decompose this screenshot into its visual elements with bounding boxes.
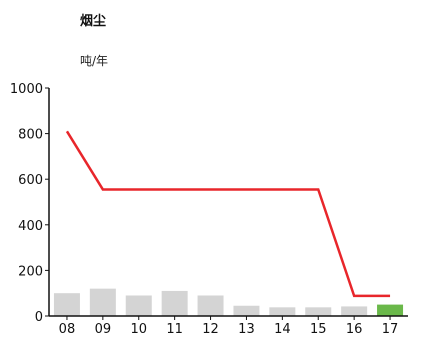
x-tick-label: 12 bbox=[202, 322, 219, 337]
bar-17 bbox=[377, 304, 404, 316]
bar-15 bbox=[305, 307, 332, 316]
line-group bbox=[65, 130, 391, 298]
bar-13 bbox=[233, 305, 260, 316]
x-tick-label: 17 bbox=[382, 322, 399, 337]
bar-12 bbox=[197, 295, 224, 316]
bar-08 bbox=[53, 293, 80, 316]
y-tick-label: 800 bbox=[18, 128, 43, 143]
x-tick-label: 08 bbox=[59, 322, 76, 337]
x-tick-label: 15 bbox=[310, 322, 327, 337]
bars-group bbox=[53, 288, 404, 316]
x-tick-label: 13 bbox=[238, 322, 255, 337]
x-tick-label: 11 bbox=[166, 322, 183, 337]
y-tick-label: 600 bbox=[18, 173, 43, 188]
bar-16 bbox=[341, 306, 368, 316]
bar-11 bbox=[161, 290, 188, 316]
y-tick-label: 1000 bbox=[10, 82, 43, 97]
trend-line bbox=[65, 130, 391, 298]
y-tick-label: 200 bbox=[18, 264, 43, 279]
y-tick-label: 0 bbox=[35, 310, 43, 325]
x-tick-label: 16 bbox=[346, 322, 363, 337]
bar-09 bbox=[89, 288, 116, 316]
x-tick-label: 14 bbox=[274, 322, 291, 337]
chart-unit-label: 吨/年 bbox=[80, 54, 109, 68]
bar-10 bbox=[125, 295, 152, 316]
bar-14 bbox=[269, 307, 296, 316]
x-tick-label: 09 bbox=[95, 322, 112, 337]
axes-group: 0 200 400 600 800 1000 08 09 10 11 12 13 14 15 16 17 bbox=[10, 82, 408, 337]
x-tick-label: 10 bbox=[130, 322, 147, 337]
y-tick-label: 400 bbox=[18, 219, 43, 234]
chart-title: 烟尘 bbox=[80, 14, 107, 29]
